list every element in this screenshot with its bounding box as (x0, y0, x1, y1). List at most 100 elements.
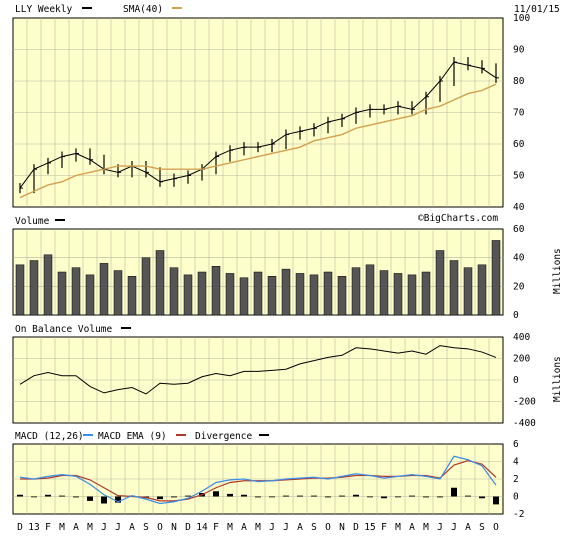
x-tick-label-19: J (283, 522, 289, 533)
y-tick-label-2-3: 200 (513, 354, 530, 365)
volume-bar-12 (183, 274, 193, 316)
volume-bar-11 (169, 267, 179, 316)
divergence-bar-32 (465, 495, 471, 497)
volume-bar-18 (267, 276, 277, 316)
x-tick-label-20: A (297, 522, 303, 533)
divergence-bar-15 (227, 493, 233, 497)
divergence-bar-19 (283, 495, 289, 497)
watermark: ©BigCharts.com (418, 213, 498, 224)
y-tick-label-0-6: 100 (513, 13, 530, 24)
x-tick-label-4: A (73, 522, 79, 533)
macd-line (19, 455, 497, 505)
y-tick-label-1-1: 20 (513, 281, 525, 292)
x-tick-label-5: M (87, 522, 93, 533)
divergence-bar-23 (339, 495, 345, 497)
divergence-bar-4 (73, 496, 79, 498)
sma-line (19, 83, 497, 199)
volume-bar-6 (99, 263, 109, 316)
grid-layer (13, 18, 503, 514)
x-tick-label-9: S (143, 522, 149, 533)
volume-bar-8 (127, 276, 137, 316)
divergence-bar-1 (31, 496, 37, 498)
divergence-bar-25 (367, 496, 373, 498)
x-tick-label-28: A (409, 522, 415, 533)
divergence-bar-31 (451, 487, 457, 497)
y-tick-label-3-1: 0 (513, 492, 519, 503)
x-tick-label-34: O (493, 522, 499, 533)
volume-bar-15 (225, 273, 235, 316)
volume-bar-21 (309, 274, 319, 316)
volume-bar-30 (435, 250, 445, 316)
x-tick-label-25: 15 (364, 522, 375, 533)
y-tick-label-0-4: 80 (513, 76, 525, 87)
volume-bar-29 (421, 271, 431, 316)
y-tick-label-0-3: 70 (513, 108, 525, 119)
x-tick-label-15: M (227, 522, 233, 533)
obv-title: On Balance Volume (15, 324, 113, 335)
divergence-bar-26 (381, 496, 387, 499)
divergence-bar-14 (213, 491, 219, 497)
price-line (19, 61, 497, 189)
x-tick-label-2: F (45, 522, 51, 533)
volume-bar-0 (15, 264, 25, 316)
x-tick-label-14: F (213, 522, 219, 533)
divergence-bar-28 (409, 495, 415, 497)
divergence-bar-11 (171, 496, 177, 498)
x-tick-label-18: J (269, 522, 275, 533)
x-tick-label-21: S (311, 522, 317, 533)
divergence-bar-2 (45, 494, 51, 497)
x-tick-label-32: A (465, 522, 471, 533)
divergence-bar-6 (101, 496, 107, 504)
y-tick-label-3-0: -2 (513, 509, 524, 520)
x-tick-label-33: S (479, 522, 485, 533)
x-tick-label-3: M (59, 522, 65, 533)
divergence-bar-20 (297, 495, 303, 497)
volume-bar-1 (29, 260, 39, 316)
divergence-bar-21 (311, 495, 317, 497)
y-tick-label-1-0: 0 (513, 310, 519, 321)
x-tick-label-7: J (115, 522, 121, 533)
divergence-bar-27 (395, 496, 401, 498)
x-tick-label-29: M (423, 522, 429, 533)
divergence-bar-34 (493, 496, 499, 505)
y-tick-label-2-4: 400 (513, 332, 530, 343)
volume-bar-27 (393, 273, 403, 316)
ticker-label: LLY Weekly (15, 4, 72, 15)
y-tick-label-2-1: -200 (513, 397, 536, 408)
divergence-bar-22 (325, 496, 331, 498)
volume-bar-9 (141, 257, 151, 316)
volume-unit-label: Millions (552, 248, 563, 294)
volume-bar-2 (43, 254, 53, 316)
x-tick-label-16: A (241, 522, 247, 533)
y-tick-label-1-3: 60 (513, 224, 525, 235)
divergence-bar-16 (241, 494, 247, 497)
divergence-bar-18 (269, 496, 275, 498)
divergence-bar-30 (437, 496, 443, 498)
y-tick-label-0-2: 60 (513, 139, 525, 150)
volume-bar-13 (197, 271, 207, 316)
x-tick-label-23: N (339, 522, 345, 533)
x-tick-label-27: M (395, 522, 401, 533)
x-tick-label-26: F (381, 522, 387, 533)
x-tick-label-1: 13 (28, 522, 39, 533)
macd-title: MACD (12,26) (15, 431, 84, 442)
volume-bar-33 (477, 264, 487, 316)
y-tick-label-3-4: 6 (513, 439, 519, 450)
divergence-bar-10 (157, 496, 163, 500)
volume-bar-25 (365, 264, 375, 316)
volume-bar-20 (295, 273, 305, 316)
volume-bar-24 (351, 267, 361, 316)
volume-bar-7 (113, 270, 123, 316)
sma-label: SMA(40) (123, 4, 163, 15)
ema-title: MACD EMA (9) (98, 431, 167, 442)
volume-title: Volume (15, 216, 50, 227)
volume-bar-16 (239, 277, 249, 316)
y-tick-label-0-0: 40 (513, 202, 525, 213)
volume-bar-14 (211, 266, 221, 316)
x-tick-label-10: O (157, 522, 163, 533)
divergence-bar-33 (479, 496, 485, 499)
date-label: 11/01/15 (514, 4, 560, 15)
y-tick-label-3-3: 4 (513, 457, 519, 468)
